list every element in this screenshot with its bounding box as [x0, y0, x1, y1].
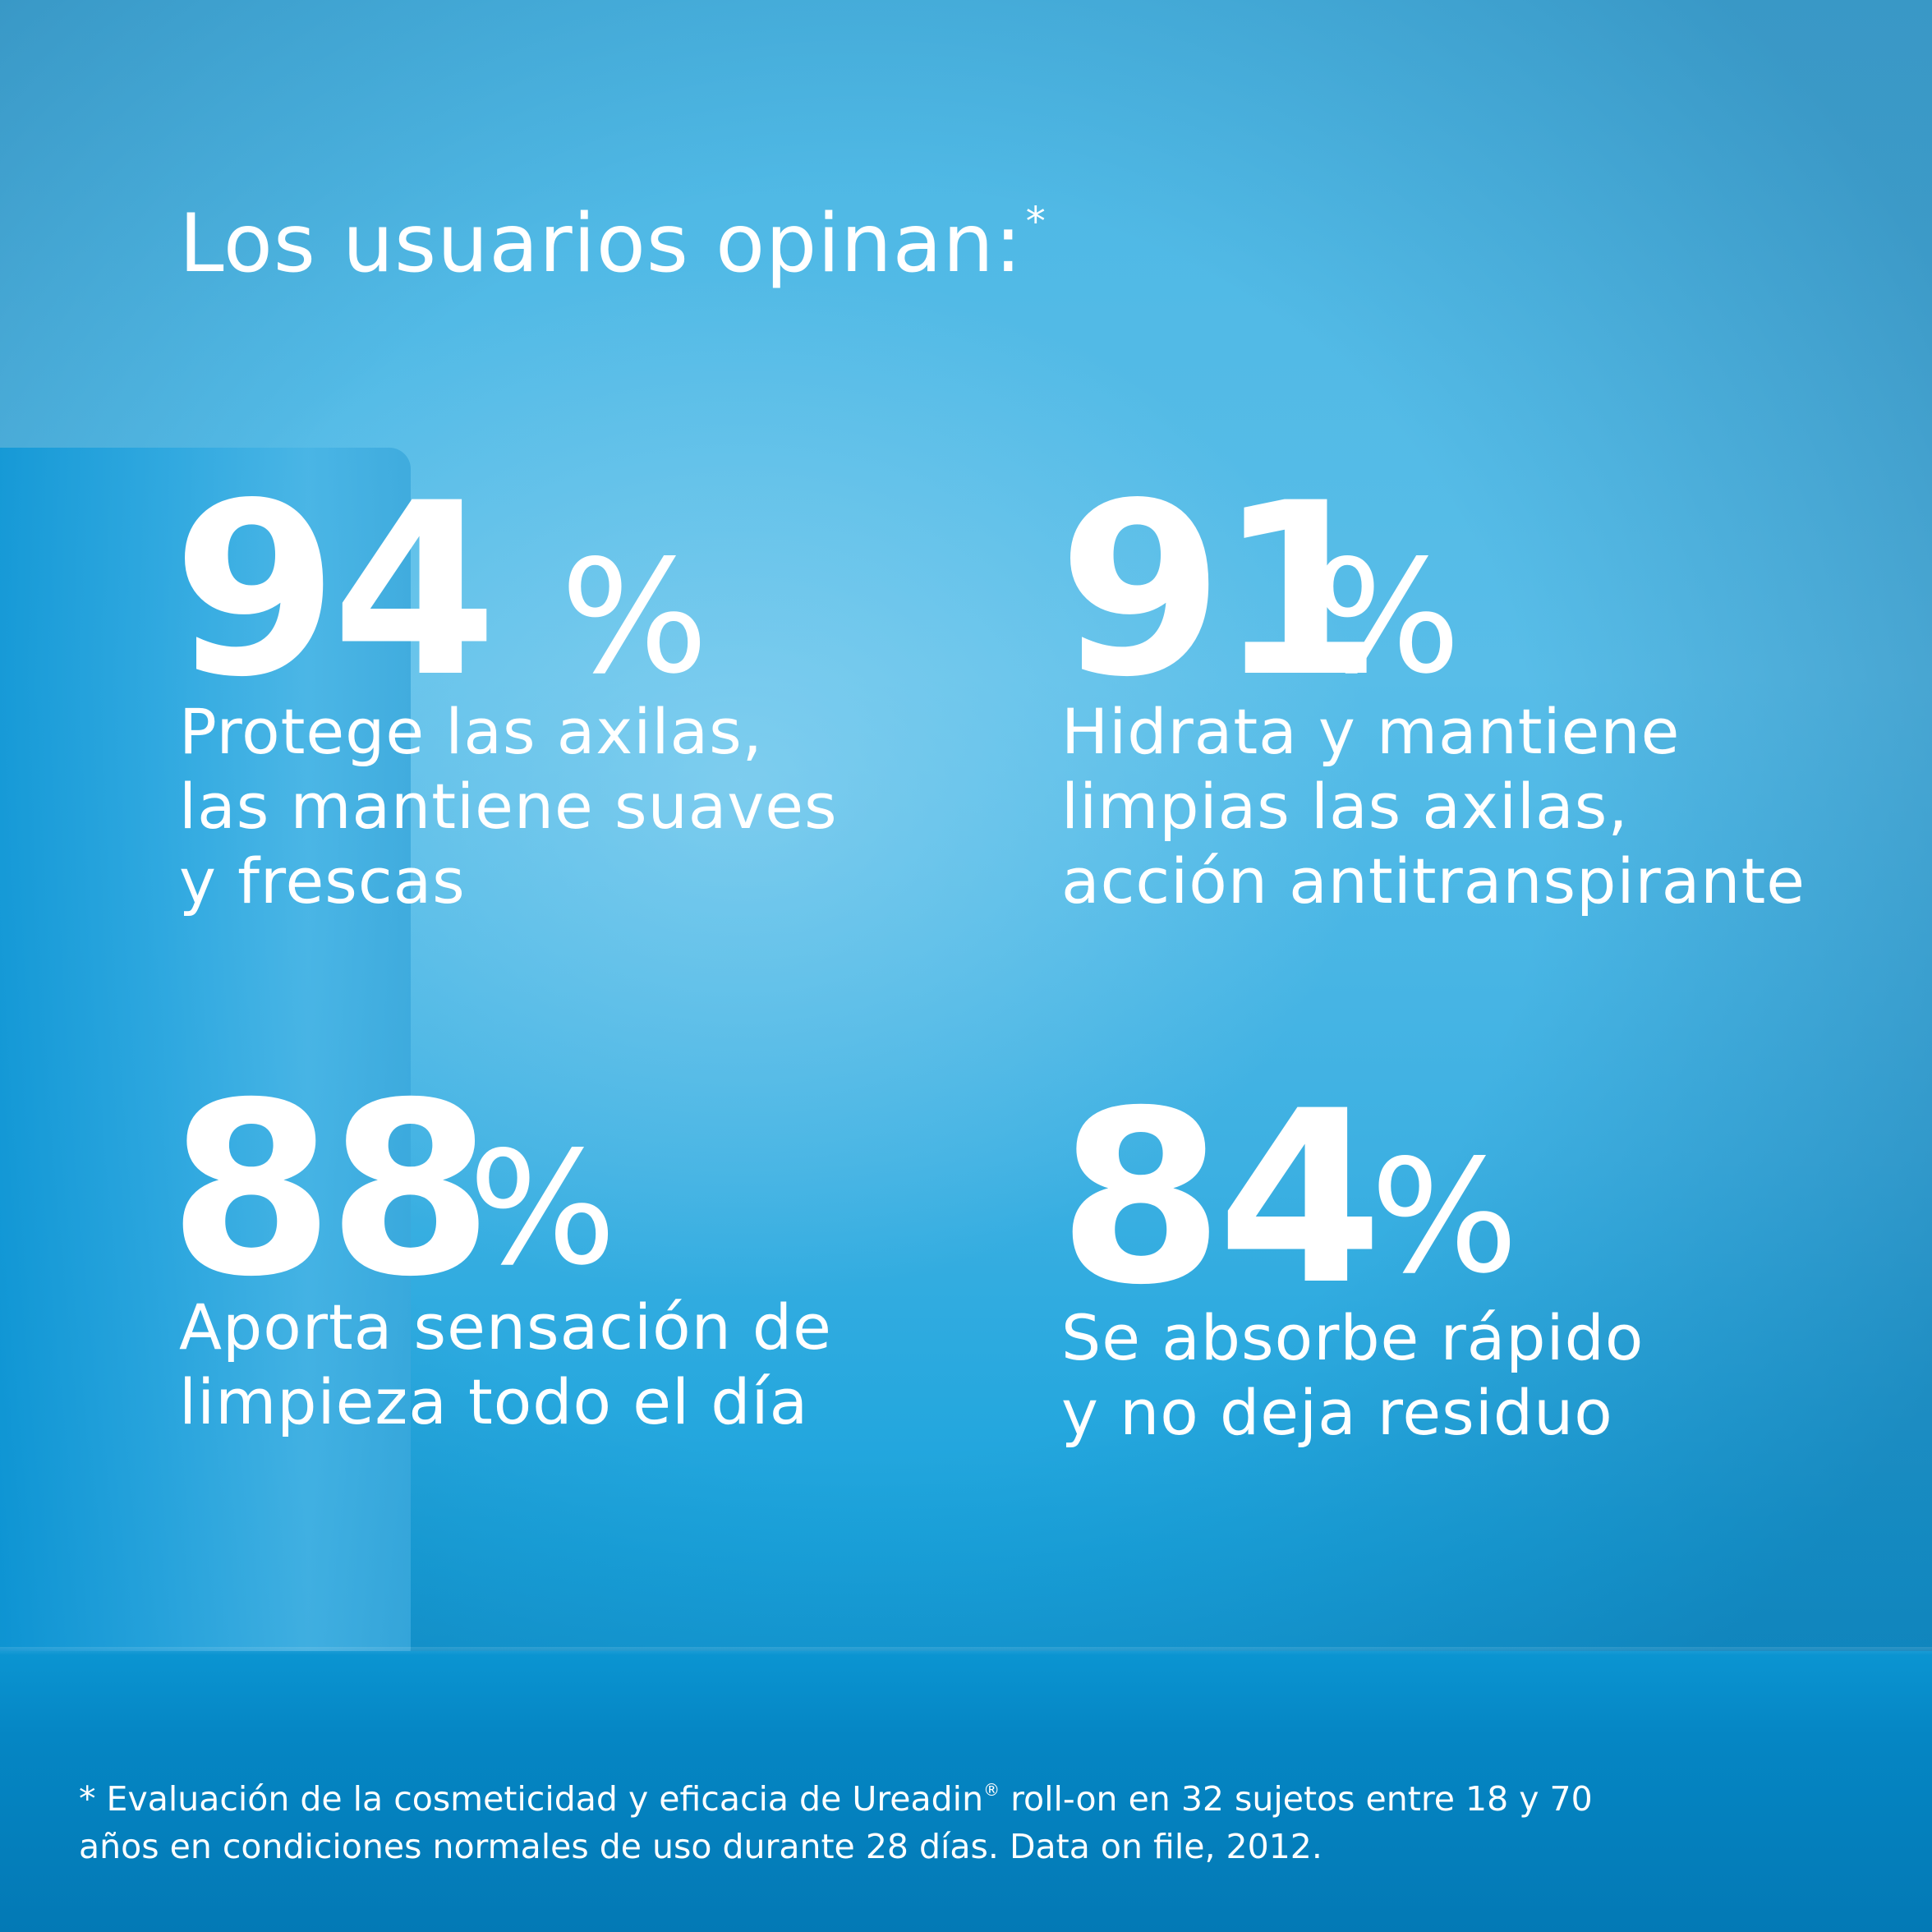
stat-description-line: limpieza todo el día	[179, 1365, 809, 1438]
stat-description-line: limpias las axilas,	[1061, 770, 1629, 843]
page-title: Los usuarios opinan:*	[179, 197, 1046, 291]
registered-mark: ®	[983, 1780, 1000, 1800]
stat-value: 88	[168, 1052, 494, 1329]
product-bottle-silhouette	[0, 448, 411, 1663]
footnote-line-1: * Evaluación de la cosmeticidad y eficac…	[79, 1766, 1593, 1823]
stat-description-line: acción antitranspirante	[1061, 844, 1806, 918]
stat-value: 94	[172, 453, 498, 729]
footnote-text: roll-on en 32 sujetos entre 18 y 70	[1000, 1779, 1593, 1819]
stat-unit: %	[1370, 1126, 1519, 1308]
footnote-line-2: años en condiciones normales de uso dura…	[79, 1827, 1322, 1866]
stat-description: Protege las axilas, las mantiene suaves …	[179, 694, 838, 918]
stat-description-line: y frescas	[179, 844, 466, 918]
stat-description-line: Hidrata y mantiene	[1061, 695, 1681, 768]
stat-description: Hidrata y mantiene limpias las axilas, a…	[1061, 694, 1806, 918]
footnote-text: * Evaluación de la cosmeticidad y eficac…	[79, 1779, 984, 1819]
title-asterisk: *	[1025, 199, 1046, 245]
stat-value: 84	[1058, 1060, 1383, 1337]
page-title-text: Los usuarios opinan:	[179, 197, 1023, 291]
stat-unit: %	[1313, 527, 1461, 708]
stat-description-line: Protege las axilas,	[179, 695, 763, 768]
stat-description-line: Se absorbe rápido	[1061, 1301, 1644, 1374]
stat-description-line: y no deja residuo	[1061, 1376, 1613, 1449]
stat-unit: %	[560, 527, 709, 708]
stat-value: 91	[1058, 453, 1383, 729]
stat-description-line: las mantiene suaves	[179, 770, 838, 843]
stat-description: Se absorbe rápido y no deja residuo	[1061, 1300, 1644, 1450]
background-floor	[0, 1651, 1932, 1932]
footnote: * Evaluación de la cosmeticidad y eficac…	[79, 1766, 1593, 1870]
stat-description-line: Aporta sensación de	[179, 1290, 832, 1364]
stat-unit: %	[468, 1118, 617, 1300]
floor-edge	[0, 1647, 1932, 1655]
stat-description: Aporta sensación de limpieza todo el día	[179, 1290, 832, 1439]
